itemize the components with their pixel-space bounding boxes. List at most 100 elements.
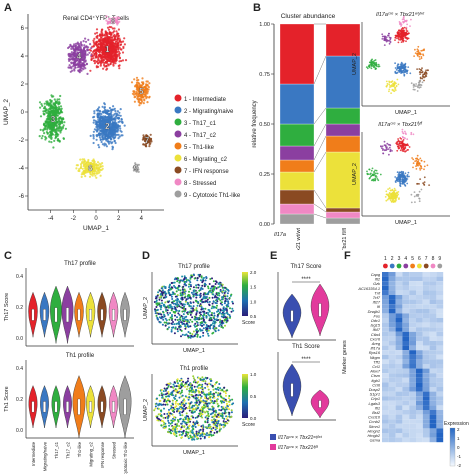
umap-a-point	[91, 172, 94, 175]
umap-a-point	[70, 51, 73, 54]
mini-umap-point	[397, 37, 400, 40]
umap-a-legend-label: 3 - Th17_c1	[184, 121, 217, 127]
umap-a-point	[39, 128, 42, 131]
score-umap-point	[179, 316, 182, 319]
umap-a-point	[113, 59, 116, 63]
abundance-bar-segment	[279, 213, 315, 225]
mini-umap-point	[392, 190, 395, 193]
mini-umap-point	[404, 36, 407, 39]
score-umap-point	[178, 322, 180, 325]
mini-umap-point	[370, 67, 373, 70]
score-umap-point	[203, 321, 206, 324]
score-umap-point	[163, 296, 166, 299]
umap-a-point	[115, 54, 118, 57]
abundance-y-tick-label: 0.75	[259, 72, 270, 78]
mini-umap-point	[417, 81, 420, 84]
score-umap-point	[168, 292, 171, 294]
score-umap-point	[180, 321, 183, 324]
mini-umap-point	[401, 140, 403, 143]
score-umap-point	[170, 330, 173, 333]
umap-a-point	[92, 57, 95, 60]
score-umap-point	[192, 307, 194, 310]
score-umap-point	[164, 317, 167, 320]
score-umap-point	[210, 323, 213, 326]
score-umap-point	[195, 286, 198, 289]
umap-a-point	[115, 40, 118, 43]
umap-a-point	[140, 96, 143, 99]
mini-umap-point	[414, 52, 417, 54]
mini-umap-point	[402, 64, 404, 67]
umap-a-point	[112, 128, 115, 131]
mini-umap-title: Il17aᶜʳᵉ × Tbx21ʷᵗ/ʷᵗ	[376, 11, 425, 18]
umap-a-point	[76, 66, 80, 69]
score-umap-point	[218, 294, 221, 297]
umap-a-point	[41, 134, 44, 138]
score-umap-point	[196, 304, 199, 307]
mini-umap-point	[399, 185, 402, 188]
mini-umap-point	[385, 190, 388, 193]
mini-umap-point	[405, 29, 408, 31]
umap-a-ylabel: UMAP_2	[3, 99, 10, 125]
umap-a-point	[100, 36, 103, 39]
umap-a-point	[98, 106, 101, 109]
mini-umap-point	[383, 144, 386, 147]
mini-umap-point	[388, 80, 390, 83]
umap-a-point	[47, 108, 50, 111]
mini-umap-point	[406, 72, 408, 75]
mini-umap-point	[396, 143, 399, 145]
umap-a-point	[116, 110, 119, 113]
score-umap-point	[207, 308, 210, 311]
score-umap-point	[166, 309, 169, 312]
mini-umap-point	[410, 18, 412, 21]
score-umap-point	[224, 294, 227, 297]
umap-a-point	[103, 125, 107, 128]
mini-umap-point	[395, 85, 398, 87]
score-umap-point	[156, 304, 159, 307]
score-umap-point	[194, 322, 197, 325]
mini-umap-point	[393, 81, 396, 83]
mini-umap-point	[420, 159, 423, 162]
mini-umap-point	[423, 79, 425, 82]
umap-a-point	[95, 171, 98, 174]
mini-umap-point	[402, 67, 405, 69]
mini-umap-point	[399, 171, 402, 174]
umap-a-point	[147, 88, 150, 91]
umap-a-legend-swatch	[174, 190, 182, 198]
umap-a-point	[57, 139, 61, 142]
umap-a-point	[45, 100, 48, 103]
score-umap-point	[184, 308, 187, 310]
mini-umap-point	[402, 21, 405, 24]
umap-a-point	[116, 35, 120, 38]
score-umap-point	[161, 293, 164, 296]
umap-a-point	[80, 44, 83, 47]
score-umap-point	[196, 335, 199, 338]
score-umap-point	[192, 290, 195, 293]
umap-a-point	[118, 60, 121, 63]
mini-umap-point	[383, 44, 386, 46]
mini-umap-point	[410, 193, 413, 196]
umap-a-point	[100, 28, 104, 31]
mini-umap-point	[387, 148, 390, 151]
mini-umap-point	[420, 167, 423, 170]
score-umap-point	[204, 307, 207, 310]
score-umap-point	[178, 313, 181, 316]
mini-umap-title: Il17aᶜʳᵉ × Tbx21ᶠˡ/ᶠˡ	[378, 121, 422, 128]
umap-a-point	[97, 116, 100, 119]
umap-a-point	[82, 47, 85, 51]
umap-a-point	[79, 67, 82, 70]
score-umap-point	[172, 386, 175, 389]
umap-a-point	[112, 49, 115, 52]
umap-a-point	[114, 47, 117, 50]
umap-a-point	[133, 96, 136, 99]
mini-umap-point	[370, 59, 373, 62]
score-umap-point	[189, 305, 192, 308]
mini-umap-point	[381, 33, 384, 36]
mini-umap-point	[405, 31, 408, 33]
mini-umap-point	[394, 71, 397, 74]
mini-umap-point	[393, 187, 396, 190]
umap-a-point	[108, 116, 111, 119]
score-umap-point	[216, 304, 218, 307]
umap-a-legend-swatch	[174, 142, 182, 150]
